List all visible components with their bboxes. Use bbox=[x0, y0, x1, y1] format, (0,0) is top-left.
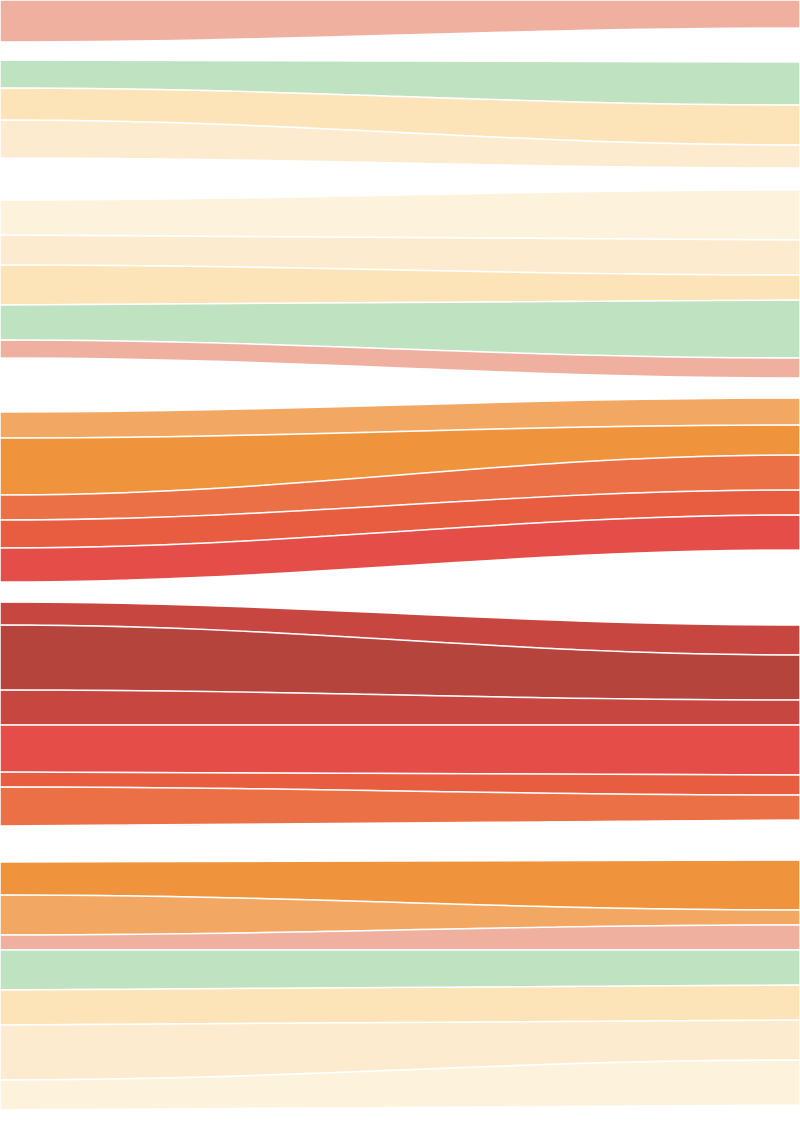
stripe bbox=[0, 1059, 800, 1111]
stripe bbox=[0, 0, 800, 43]
stripe bbox=[0, 949, 800, 991]
stripe bbox=[0, 984, 800, 1026]
stripe bbox=[0, 786, 800, 827]
stripe bbox=[0, 339, 800, 379]
stripe bbox=[0, 119, 800, 169]
stripe bbox=[0, 514, 800, 583]
stripe bbox=[0, 724, 800, 776]
